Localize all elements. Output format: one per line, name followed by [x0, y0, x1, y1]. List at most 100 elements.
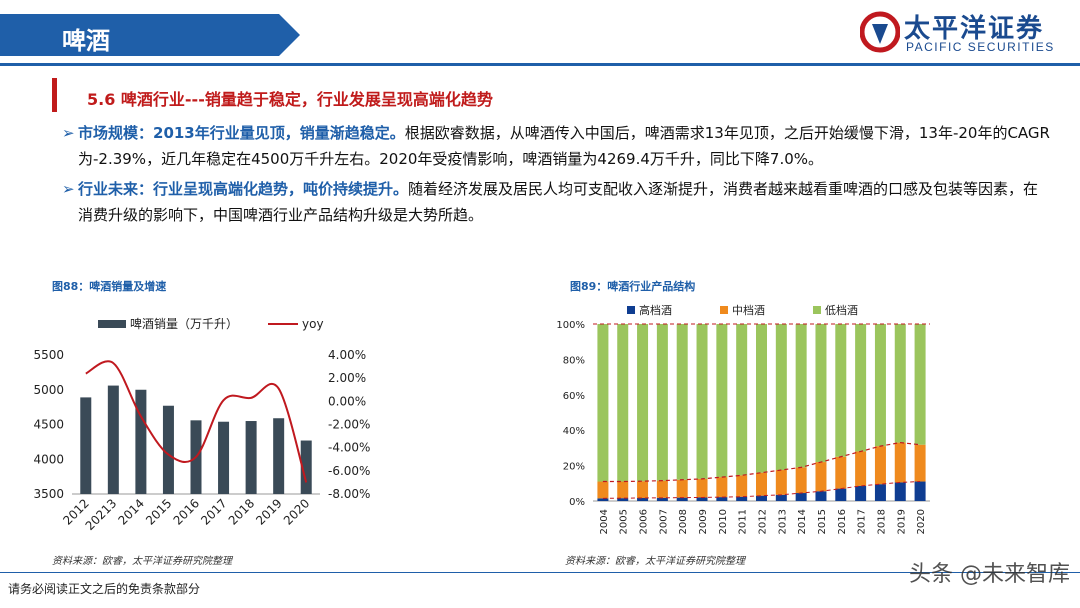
header-rule — [0, 63, 1080, 66]
disclaimer-text: 请务必阅读正文之后的免责条款部分 — [8, 582, 201, 596]
stacked-bar-segment — [716, 477, 728, 498]
y-left-tick-label: 4500 — [33, 418, 64, 432]
x-tick-label: 2013 — [777, 509, 788, 534]
footer-rule — [0, 572, 1080, 573]
x-tick-label: 2014 — [116, 496, 147, 527]
stacked-bar-segment — [894, 324, 906, 443]
stacked-bar-segment — [914, 481, 926, 501]
bar-sales — [245, 421, 257, 494]
stacked-bar-segment — [736, 496, 748, 501]
stacked-bar-segment — [874, 446, 886, 485]
legend-label-sales: 啤酒销量（万千升） — [130, 316, 238, 331]
stacked-bar-segment — [894, 442, 906, 483]
y-left-tick-label: 5000 — [33, 383, 64, 397]
y-tick-label: 0% — [569, 497, 585, 508]
section-title: 5.6 啤酒行业---销量趋于稳定，行业发展呈现高端化趋势 — [52, 78, 577, 112]
stacked-bar-segment — [914, 444, 926, 482]
stacked-bar-segment — [617, 481, 629, 499]
logo-en-text: PACIFIC SECURITIES — [906, 40, 1055, 54]
stacked-bar-segment — [736, 324, 748, 476]
logo-mark-icon — [860, 11, 900, 53]
legend-label: 低档酒 — [825, 303, 858, 317]
x-tick-label: 2017 — [857, 509, 868, 534]
stacked-bar-segment — [656, 497, 668, 501]
y-tick-label: 60% — [563, 391, 585, 402]
watermark-text: 头条 @未来智库 — [909, 562, 1070, 587]
bullet-market-size: ➢ 市场规模：2013年行业量见顶，销量渐趋稳定。根据欧睿数据，从啤酒传入中国后… — [62, 120, 1052, 172]
tab-title: 啤酒 — [62, 27, 110, 55]
x-tick-label: 2016 — [837, 509, 848, 534]
stacked-bar-segment — [894, 482, 906, 501]
stacked-bar-segment — [617, 324, 629, 482]
x-tick-label: 2014 — [797, 509, 808, 534]
stacked-bar-segment — [696, 324, 708, 479]
x-tick-label: 2015 — [817, 509, 828, 534]
stacked-bar-segment — [874, 484, 886, 501]
stacked-bar-segment — [855, 324, 867, 452]
stacked-bar-segment — [637, 497, 649, 501]
x-tick-label: 2009 — [698, 509, 709, 534]
bar-sales — [162, 405, 174, 494]
legend-label-yoy: yoy — [302, 317, 324, 331]
y-right-tick-label: -6.00% — [328, 464, 370, 478]
x-tick-label: 2015 — [143, 496, 174, 527]
stacked-bar-segment — [775, 470, 787, 495]
y-right-tick-label: -4.00% — [328, 441, 370, 455]
y-left-tick-label: 3500 — [33, 487, 64, 501]
x-tick-label: 2018 — [226, 496, 257, 527]
bar-sales — [80, 397, 92, 494]
section-title-text: 5.6 啤酒行业---销量趋于稳定，行业发展呈现高端化趋势 — [87, 90, 493, 109]
company-logo: 太平洋证券 PACIFIC SECURITIES — [860, 6, 1070, 58]
stacked-bar-segment — [835, 456, 847, 489]
stacked-bar-segment — [676, 324, 688, 480]
x-tick-label: 2019 — [896, 509, 907, 534]
stacked-bar-segment — [835, 324, 847, 457]
stacked-bar-segment — [716, 324, 728, 478]
stacked-bar-segment — [756, 495, 767, 501]
stacked-bar-segment — [676, 479, 688, 498]
logo-cn-text: 太平洋证券 — [904, 14, 1045, 44]
x-tick-label: 2011 — [738, 509, 749, 534]
yoy-line — [85, 360, 308, 483]
stacked-bar-segment — [597, 498, 609, 501]
header-bar: 啤酒 太平洋证券 PACIFIC SECURITIES — [0, 0, 1080, 64]
x-tick-label: 2020 — [916, 509, 927, 534]
x-tick-label: 2020 — [281, 496, 312, 527]
x-tick-label: 2018 — [876, 509, 887, 534]
y-tick-label: 40% — [563, 426, 585, 437]
x-tick-label: 2019 — [253, 496, 284, 527]
bar-sales — [135, 389, 147, 494]
fig89-source: 资料来源：欧睿，太平洋证券研究院整理 — [565, 556, 745, 567]
x-tick-label: 20213 — [83, 496, 120, 533]
legend-label: 高档酒 — [639, 303, 672, 317]
stacked-bar-segment — [815, 324, 827, 463]
bar-sales — [300, 440, 312, 494]
y-right-tick-label: 2.00% — [328, 371, 366, 385]
stacked-bar-segment — [835, 488, 847, 501]
x-tick-label: 2007 — [658, 509, 669, 534]
y-right-tick-label: -8.00% — [328, 487, 370, 501]
stacked-bar-segment — [855, 485, 867, 501]
bullet-list: ➢ 市场规模：2013年行业量见顶，销量渐趋稳定。根据欧睿数据，从啤酒传入中国后… — [62, 120, 1052, 232]
x-tick-label: 2017 — [198, 496, 229, 527]
stacked-bar-segment — [696, 478, 708, 498]
stacked-bar-segment — [815, 491, 827, 501]
bullet-highlight: 市场规模：2013年行业量见顶，销量渐趋稳定。 — [78, 124, 405, 142]
stacked-bar-segment — [696, 497, 708, 501]
trend-line-mid — [602, 441, 921, 483]
legend-swatch — [627, 306, 635, 314]
bullet-text: 根据欧睿数据，从啤酒传入中国后，啤酒需求13年见顶，之后开始缓慢下滑，13年-2… — [78, 124, 1050, 168]
x-tick-label: 2004 — [599, 509, 610, 534]
stacked-bar-segment — [597, 324, 609, 482]
stacked-bar-segment — [795, 324, 807, 468]
bullet-highlight: 行业未来：行业呈现高端化趋势，吨价持续提升。 — [78, 180, 409, 198]
y-left-tick-label: 4000 — [33, 452, 64, 466]
y-right-tick-label: 4.00% — [328, 348, 366, 362]
x-tick-label: 2005 — [619, 509, 630, 534]
stacked-bar-segment — [676, 497, 688, 501]
stacked-bar-segment — [815, 462, 827, 492]
stacked-bar-segment — [795, 467, 807, 494]
legend-swatch — [813, 306, 821, 314]
bar-sales — [218, 421, 230, 494]
y-tick-label: 100% — [556, 320, 585, 331]
